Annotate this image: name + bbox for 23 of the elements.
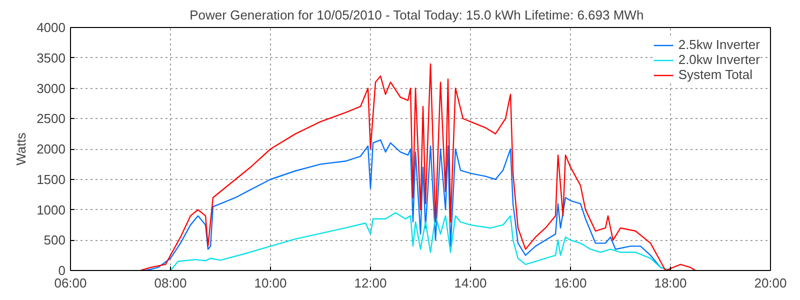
x-tick-label: 18:00: [654, 276, 687, 290]
x-tick-label: 06:00: [54, 276, 87, 290]
y-tick-label: 1500: [36, 172, 66, 187]
y-tick-label: 0: [58, 263, 66, 278]
y-tick-label: 500: [44, 232, 66, 248]
chart-title: Power Generation for 10/05/2010 - Total Today: 15.0 kWh Lifetime: 6.693 MWh: [190, 8, 644, 22]
x-tick-label: 12:00: [354, 276, 387, 290]
x-tick-label: 08:00: [154, 276, 187, 290]
y-axis-title: Watts: [14, 132, 29, 166]
x-tick-label: 16:00: [554, 276, 587, 290]
x-tick-label: 14:00: [454, 276, 487, 290]
x-tick-label: 20:00: [754, 276, 787, 290]
legend-label: 2.0kw Inverter: [678, 52, 760, 67]
y-tick-label: 3000: [36, 80, 66, 96]
line-series: [170, 212, 672, 270]
x-tick-label: 10:00: [254, 276, 287, 290]
y-tick-label: 2500: [36, 111, 66, 126]
legend-label: 2.5kw Inverter: [678, 37, 760, 52]
legend-label: System Total: [678, 67, 753, 82]
y-tick-label: 1000: [36, 202, 66, 218]
y-tick-label: 4000: [36, 20, 66, 35]
y-tick-label: 2000: [36, 142, 66, 156]
y-tick-label: 3500: [36, 50, 66, 66]
